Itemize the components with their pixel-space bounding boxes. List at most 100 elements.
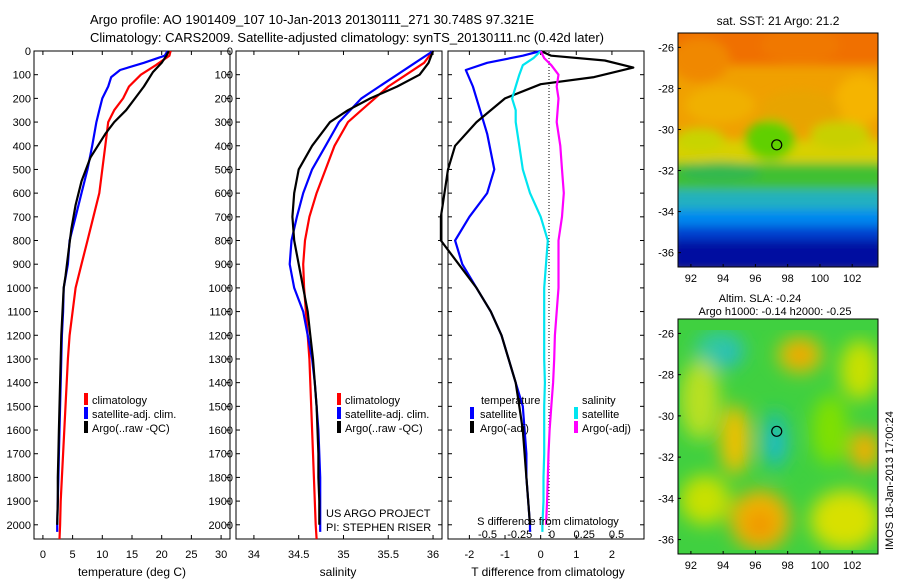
y-tick-label: 1000 xyxy=(209,283,233,295)
map-y-tick-label: -28 xyxy=(658,83,674,95)
map-x-tick-label: 102 xyxy=(843,273,861,285)
y-tick-label: 1200 xyxy=(7,330,31,342)
map-x-tick-label: 102 xyxy=(843,560,861,572)
legend-label: satellite xyxy=(480,409,517,421)
map-ticks: 92 94 96 98 100 102 -26 -28 -30 -32 -34 -36 xyxy=(658,42,861,285)
s-tick-label: 0 xyxy=(549,529,555,541)
map-ticks: 92 94 96 98 100 102 -26 -28 -30 -32 -34 -36 xyxy=(658,328,861,572)
y-tick-label: 700 xyxy=(215,212,233,224)
x-tick-label: 35.5 xyxy=(378,549,399,561)
y-tick-label: 900 xyxy=(13,259,31,271)
x-tick-label: 0 xyxy=(538,549,544,561)
map-x-tick-label: 98 xyxy=(782,273,794,285)
map-x-tick-label: 94 xyxy=(717,560,729,572)
s-tick-label: -0.5 xyxy=(478,529,497,541)
map-y-tick-label: -36 xyxy=(658,248,674,260)
y-tick-label: 1500 xyxy=(7,401,31,413)
s-tick-label: 0.5 xyxy=(609,529,624,541)
map-x-tick-label: 98 xyxy=(782,560,794,572)
y-tick-label: 1500 xyxy=(209,401,233,413)
x-ticks: 34 34.5 35 35.5 36 xyxy=(248,51,439,561)
map-frame xyxy=(677,32,879,268)
y-tick-label: 1400 xyxy=(7,378,31,390)
map-subtitle-sla: Argo h1000: -0.14 h2000: -0.25 xyxy=(699,306,852,318)
y-tick-label: 800 xyxy=(215,236,233,248)
series-group xyxy=(439,49,635,532)
y-tick-label: 1600 xyxy=(209,425,233,437)
map-y-tick-label: -30 xyxy=(658,124,674,136)
header-line1: Argo profile: AO 1901409_107 10-Jan-2013… xyxy=(90,12,534,27)
y-tick-label: 300 xyxy=(215,117,233,129)
x-tick-label: 0 xyxy=(40,549,46,561)
y-tick-label: 1800 xyxy=(7,472,31,484)
y-tick-label: 1900 xyxy=(209,496,233,508)
map-y-tick-label: -32 xyxy=(658,452,674,464)
x-tick-label: 36 xyxy=(427,549,439,561)
x-axis-label: salinity xyxy=(320,565,357,579)
pi-label: PI: STEPHEN RISER xyxy=(326,522,431,534)
legend-swatch-satellite xyxy=(84,407,88,419)
y-tick-label: 1700 xyxy=(7,449,31,461)
y-tick-label: 700 xyxy=(13,212,31,224)
y-tick-label: 1700 xyxy=(209,449,233,461)
legend-swatch-t-argo xyxy=(470,421,474,433)
s-tick-label: -0.25 xyxy=(507,529,532,541)
legend-title-temperature: temperature xyxy=(481,395,540,407)
legend: climatology satellite-adj. clim. Argo(..… xyxy=(84,393,176,435)
series-line xyxy=(302,50,434,540)
y-tick-label: 1300 xyxy=(7,354,31,366)
legend-label: Argo(..raw -QC) xyxy=(345,423,423,435)
y-tick-label: 400 xyxy=(215,141,233,153)
x-tick-label: 10 xyxy=(96,549,108,561)
y-tick-label: 2000 xyxy=(209,520,233,532)
header-line2: Climatology: CARS2009. Satellite-adjuste… xyxy=(90,30,604,45)
x-tick-label: 34 xyxy=(248,549,260,561)
map-y-tick-label: -28 xyxy=(658,370,674,382)
map-x-tick-label: 92 xyxy=(685,560,697,572)
axes-frame xyxy=(447,50,645,540)
x-tick-label: 20 xyxy=(156,549,168,561)
y-tick-label: 200 xyxy=(13,93,31,105)
panel-differences: -2 -1 0 1 2 -0.5 -0.25 0 0.25 0.5 temperature sa… xyxy=(439,49,645,579)
series-line xyxy=(58,50,172,540)
panel-sla-map: Altim. SLA: -0.24 Argo h1000: -0.14 h200… xyxy=(658,293,879,572)
legend-label: satellite xyxy=(582,409,619,421)
legend-swatch-t-satellite xyxy=(470,407,474,419)
legend-swatch-satellite xyxy=(337,407,341,419)
map-y-tick-label: -34 xyxy=(658,207,674,219)
x-tick-label: 30 xyxy=(215,549,227,561)
map-x-tick-label: 96 xyxy=(749,273,761,285)
sst-field xyxy=(678,33,878,267)
axes-frame xyxy=(235,50,443,540)
y-tick-label: 1200 xyxy=(209,330,233,342)
legend-title-salinity: salinity xyxy=(582,395,616,407)
x-axis-label: temperature (deg C) xyxy=(78,565,186,579)
x-axis-label: T difference from climatology xyxy=(471,565,625,579)
legend-label: satellite-adj. clim. xyxy=(92,409,176,421)
y-tick-label: 1600 xyxy=(7,425,31,437)
s-ticks: -0.5 -0.25 0 0.25 0.5 xyxy=(478,529,624,541)
y-tick-label: 600 xyxy=(215,188,233,200)
series-line xyxy=(510,50,549,532)
axes-frame xyxy=(33,50,231,540)
y-tick-label: 100 xyxy=(215,70,233,82)
map-frame xyxy=(677,318,879,555)
map-title-sla: Altim. SLA: -0.24 xyxy=(719,293,802,305)
map-y-tick-label: -32 xyxy=(658,166,674,178)
legend-label: climatology xyxy=(92,395,148,407)
series-line xyxy=(56,50,170,525)
y-tick-label: 1300 xyxy=(209,354,233,366)
y-tick-label: 800 xyxy=(13,236,31,248)
imos-timestamp: IMOS 18-Jan-2013 17:00:24 xyxy=(884,411,896,550)
map-title-sst: sat. SST: 21 Argo: 21.2 xyxy=(717,14,840,28)
x-tick-label: 2 xyxy=(609,549,615,561)
panel-salinity: 0 100 200 300 400 500 600 700 800 900 1000 1100 1200… xyxy=(209,46,443,579)
legend-swatch-climatology xyxy=(337,393,341,405)
y-tick-label: 1000 xyxy=(7,283,31,295)
series-line xyxy=(539,50,565,525)
legend-swatch-climatology xyxy=(84,393,88,405)
panel-sst-map: sat. SST: 21 Argo: 21.2 xyxy=(658,14,879,285)
y-tick-label: 1100 xyxy=(7,307,31,319)
y-tick-label: 100 xyxy=(13,70,31,82)
